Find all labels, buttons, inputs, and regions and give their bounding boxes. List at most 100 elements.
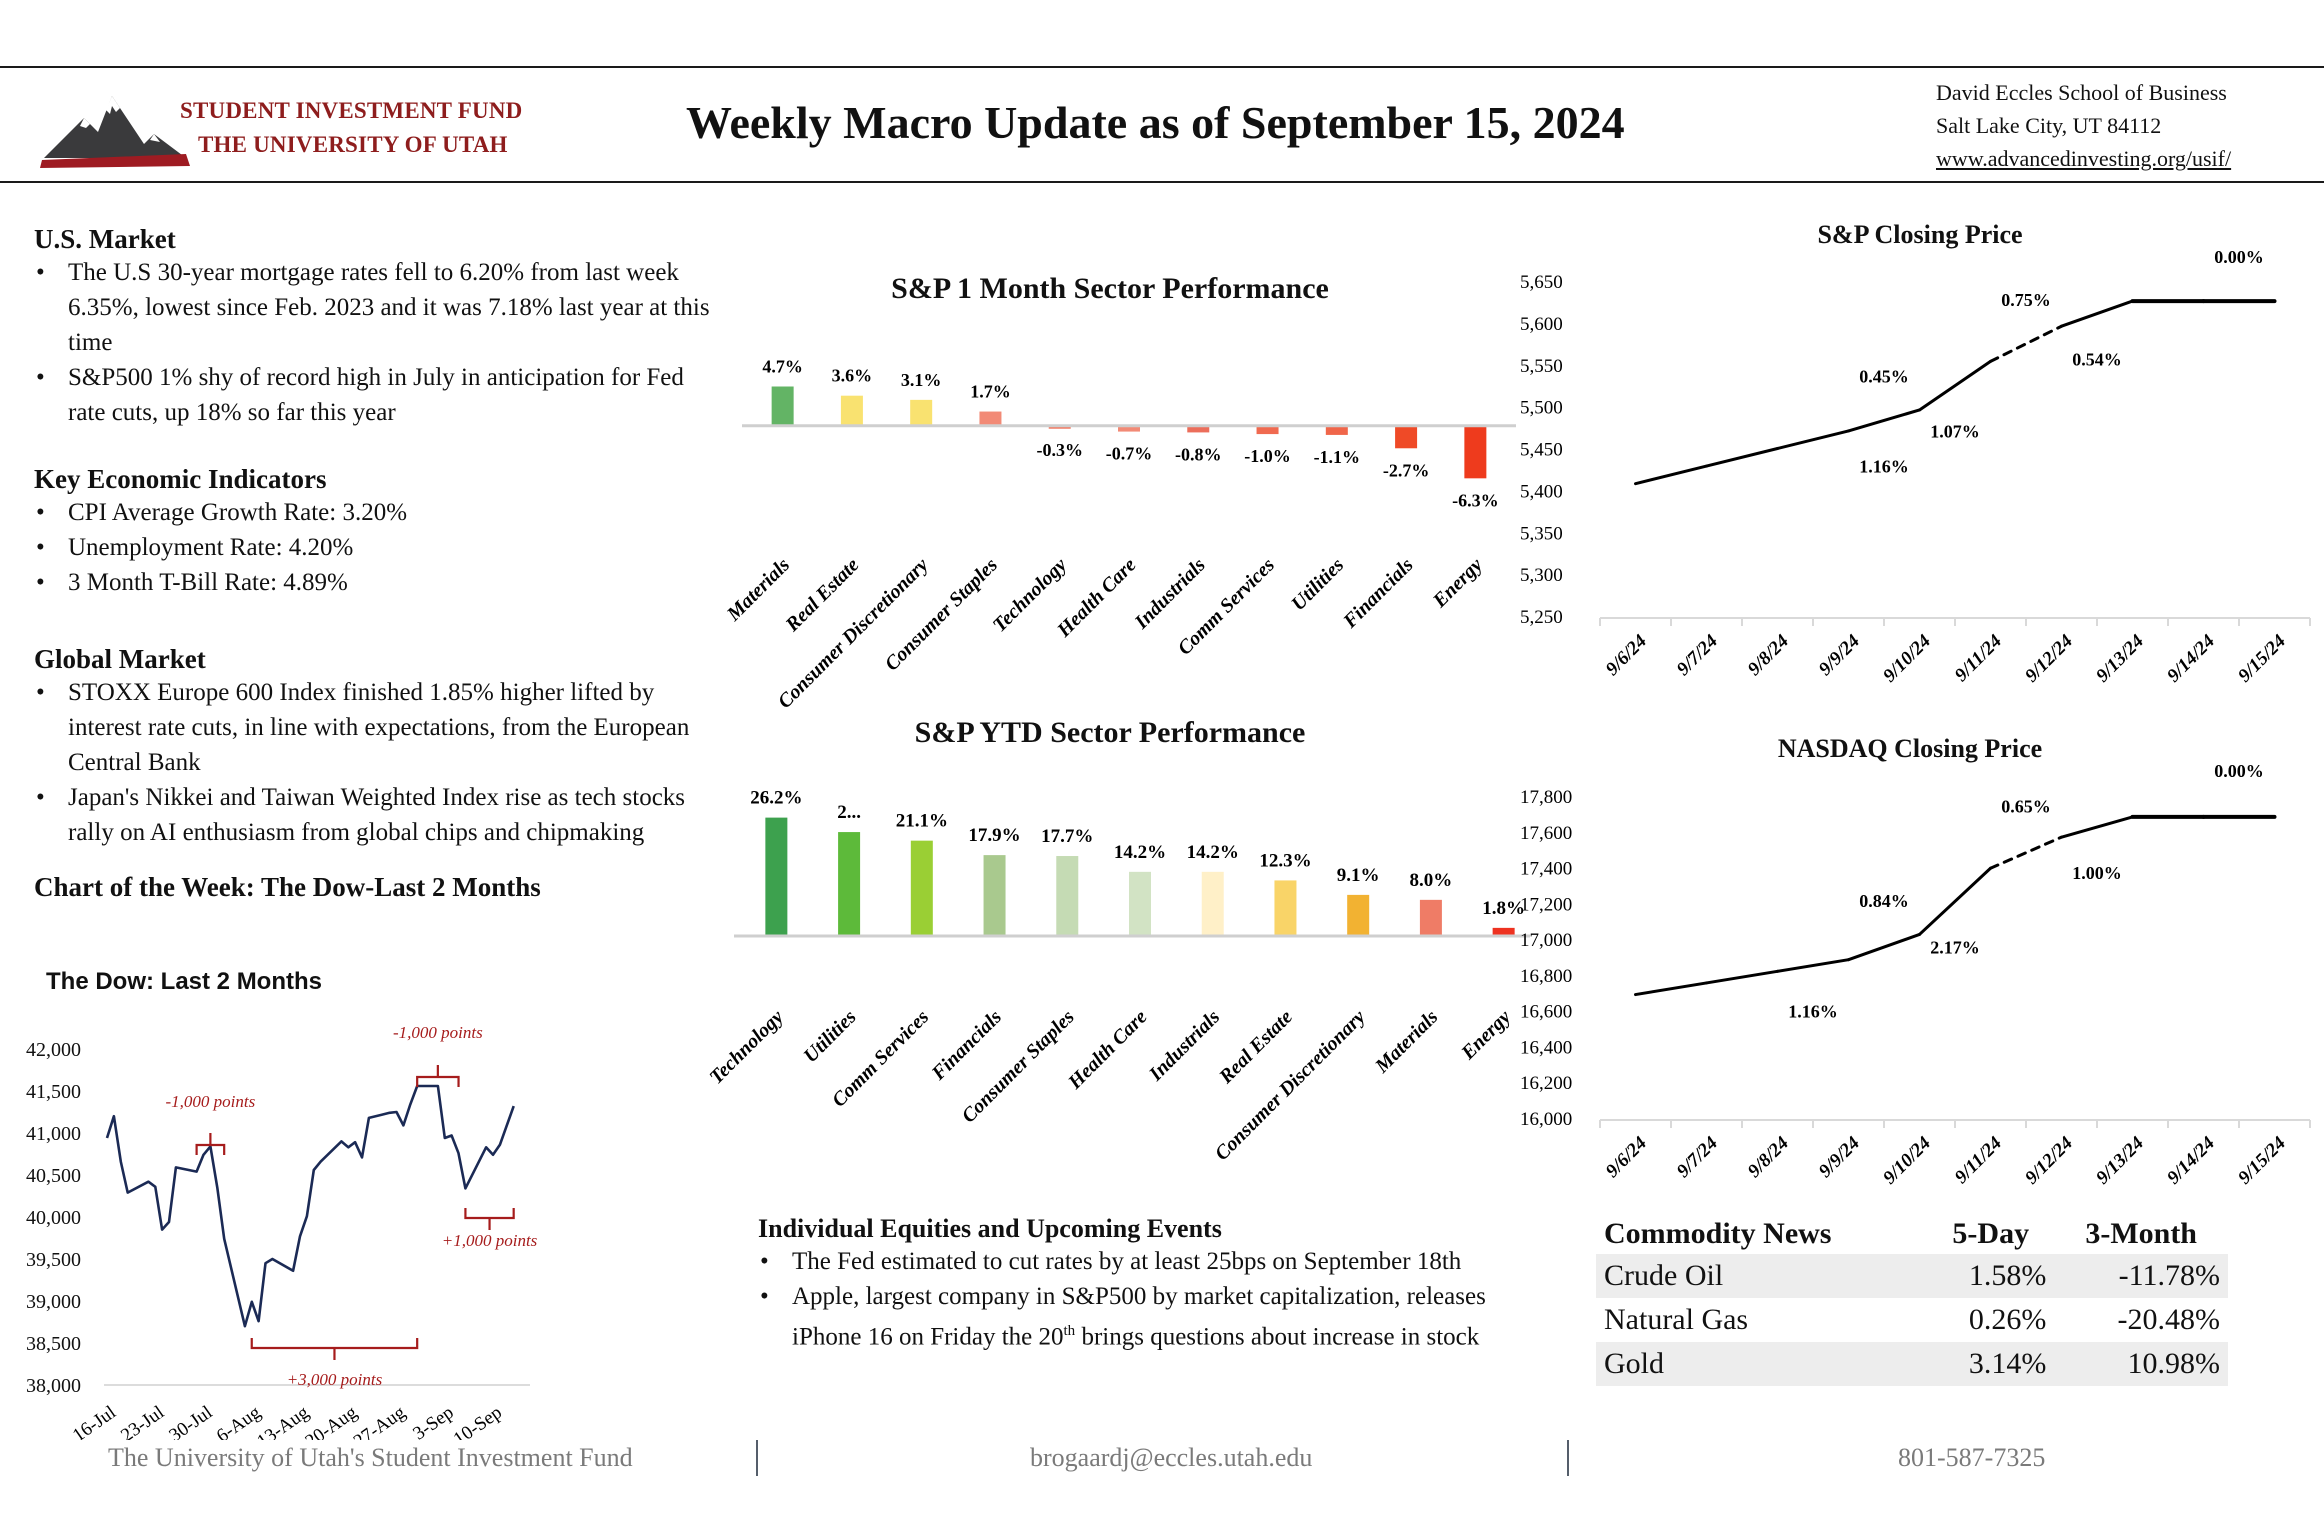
chart-of-week-heading: Chart of the Week: The Dow-Last 2 Months (34, 872, 541, 902)
dow-chart: 38,000 38,500 39,000 39,500 40,000 40,500 41,0… (26, 1023, 680, 1440)
address-block: David Eccles School of Business Salt Lak… (1936, 76, 2231, 175)
y-tick-label: 5,250 (1520, 607, 1563, 628)
annotation-label: +3,000 points (287, 1370, 383, 1389)
data-label: 3.6% (832, 366, 873, 386)
line-segment (2060, 299, 2134, 328)
annotation-label: 1.16% (1859, 456, 1909, 476)
bar (1201, 871, 1224, 936)
y-tick-label: 5,400 (1520, 481, 1563, 502)
bar (910, 840, 933, 936)
data-label: -1.0% (1244, 446, 1291, 466)
bar (1056, 856, 1079, 936)
ordinal-suffix: th (1063, 1323, 1076, 1339)
x-tick-label: 9/14/24 (2163, 1133, 2219, 1189)
y-tick-label: 17,400 (1520, 859, 1572, 880)
page-title: Weekly Macro Update as of September 15, … (686, 97, 1625, 148)
y-tick-label: 16,400 (1520, 1037, 1572, 1058)
indicators-list: CPI Average Growth Rate: 3.20% Unemploym… (34, 495, 714, 600)
data-label: -0.8% (1175, 444, 1222, 464)
sp-close-chart: 5,250 5,300 5,350 5,400 5,450 5,500 5,550 5,600… (1520, 250, 2311, 687)
col-header-3month: 3-Month (2085, 1217, 2197, 1250)
dashed-segment (1989, 835, 2063, 870)
x-tick-label: 9/11/24 (1951, 1133, 2006, 1188)
bar (838, 832, 861, 936)
header-bottom-rule (0, 181, 2324, 183)
data-label: 2... (837, 802, 861, 823)
data-label: 14.2% (1187, 842, 1239, 863)
category-label: Materials (1370, 1006, 1442, 1078)
category-label: Financials (1338, 554, 1417, 633)
header-top-rule (0, 66, 2324, 68)
dashed-segment (1989, 324, 2063, 363)
x-tick-label: 9/10/24 (1879, 631, 1935, 687)
x-tick-label: 9/6/24 (1602, 631, 1651, 680)
commodity-3month: -20.48% (2117, 1303, 2220, 1336)
table-row: Natural Gas 0.26% -20.48% (1596, 1298, 2228, 1342)
list-item: Unemployment Rate: 4.20% (34, 530, 714, 565)
line-segment (1705, 969, 1779, 985)
annotation-label: 1.16% (1788, 1001, 1838, 1021)
annotation-label: 0.45% (1859, 366, 1909, 386)
line-segment (1776, 429, 1850, 450)
y-tick-label: 5,550 (1520, 356, 1563, 377)
x-tick-label: 9/10/24 (1879, 1133, 1935, 1189)
data-label: 3.1% (901, 370, 942, 390)
nasdaq-close-chart: 16,000 16,200 16,400 16,600 16,800 17,000 17,2… (1520, 764, 2311, 1189)
y-tick-label: 17,200 (1520, 894, 1572, 915)
line-segment (1634, 981, 1708, 997)
category-label: Energy (1428, 554, 1487, 613)
category-label: Technology (705, 1006, 788, 1089)
annotation-label: -1,000 points (166, 1092, 256, 1111)
data-label: -0.3% (1036, 440, 1083, 460)
annotation-label: 0.00% (2214, 764, 2264, 781)
col-header-5day: 5-Day (1952, 1217, 2030, 1250)
us-market-list: The U.S 30-year mortgage rates fell to 6… (34, 255, 714, 430)
nasdaq-close-title: NASDAQ Closing Price (1777, 734, 2043, 763)
bar (983, 855, 1006, 936)
annotation-label: 0.54% (2072, 350, 2122, 370)
bar (1048, 425, 1071, 429)
annotation-label: 1.00% (2072, 863, 2122, 883)
us-market-heading: U.S. Market (34, 224, 176, 254)
line-segment (2060, 815, 2134, 839)
bar (910, 399, 933, 426)
sector-1m-title: S&P 1 Month Sector Performance (891, 272, 1329, 305)
bar (1118, 425, 1140, 432)
commodity-5day: 0.26% (1968, 1303, 2047, 1336)
equities-section: Individual Equities and Upcoming Events … (758, 1214, 1518, 1354)
annotation-label: 0.65% (2001, 797, 2051, 817)
category-label: Industrials (1144, 1006, 1224, 1086)
annotation-bracket (416, 1065, 460, 1087)
category-label: Energy (1456, 1006, 1515, 1065)
x-tick-label: 9/9/24 (1815, 631, 1864, 680)
global-market-list: STOXX Europe 600 Index finished 1.85% hi… (34, 675, 714, 850)
y-tick-label: 5,350 (1520, 523, 1563, 544)
sector-ytd-title: S&P YTD Sector Performance (914, 716, 1306, 749)
data-label: -1.1% (1314, 447, 1361, 467)
annotation-label: 0.84% (1859, 891, 1909, 911)
data-label: 1.7% (970, 382, 1011, 402)
commodity-5day: 3.14% (1927, 1342, 2055, 1386)
dow-chart-title: The Dow: Last 2 Months (46, 968, 322, 995)
x-tick-label: 9/13/24 (2092, 631, 2148, 687)
bar (1347, 894, 1370, 936)
bar (1419, 899, 1442, 936)
x-tick-label: 9/7/24 (1673, 631, 1722, 680)
y-tick-label: 38,500 (26, 1333, 81, 1355)
website-link[interactable]: www.advancedinvesting.org/usif/ (1936, 146, 2232, 171)
list-item: Apple, largest company in S&P500 by mark… (758, 1279, 1518, 1354)
bar (979, 411, 1002, 426)
y-tick-label: 5,500 (1520, 398, 1563, 419)
equities-list: The Fed estimated to cut rates by at lea… (758, 1244, 1518, 1354)
mountain-logo-icon (40, 96, 190, 168)
data-label: 21.1% (896, 811, 948, 832)
commodity-5day: 1.58% (1927, 1254, 2055, 1298)
footer-email[interactable]: brogaardj@eccles.utah.edu (1030, 1443, 1313, 1472)
y-tick-label: 17,000 (1520, 930, 1572, 951)
x-tick-label: 9/14/24 (2163, 631, 2219, 687)
annotation-label: 0.00% (2214, 250, 2264, 267)
y-tick-label: 41,000 (26, 1123, 81, 1145)
commodity-name: Natural Gas (1604, 1303, 1749, 1336)
footer-divider (1567, 1440, 1569, 1476)
